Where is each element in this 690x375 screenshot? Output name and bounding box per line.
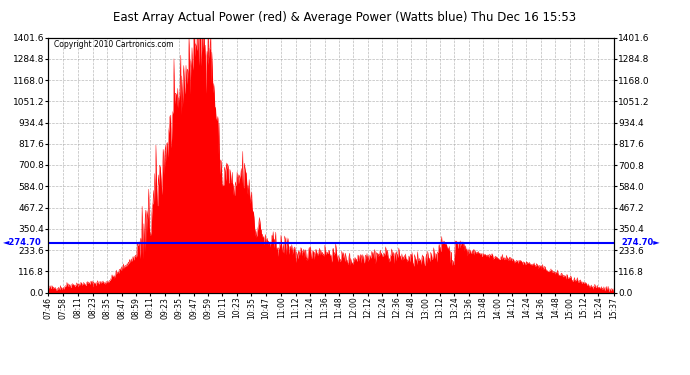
Text: Copyright 2010 Cartronics.com: Copyright 2010 Cartronics.com [54,40,173,49]
Text: East Array Actual Power (red) & Average Power (Watts blue) Thu Dec 16 15:53: East Array Actual Power (red) & Average … [113,11,577,24]
Text: ◄274.70: ◄274.70 [3,238,41,247]
Text: 274.70►: 274.70► [621,238,660,247]
